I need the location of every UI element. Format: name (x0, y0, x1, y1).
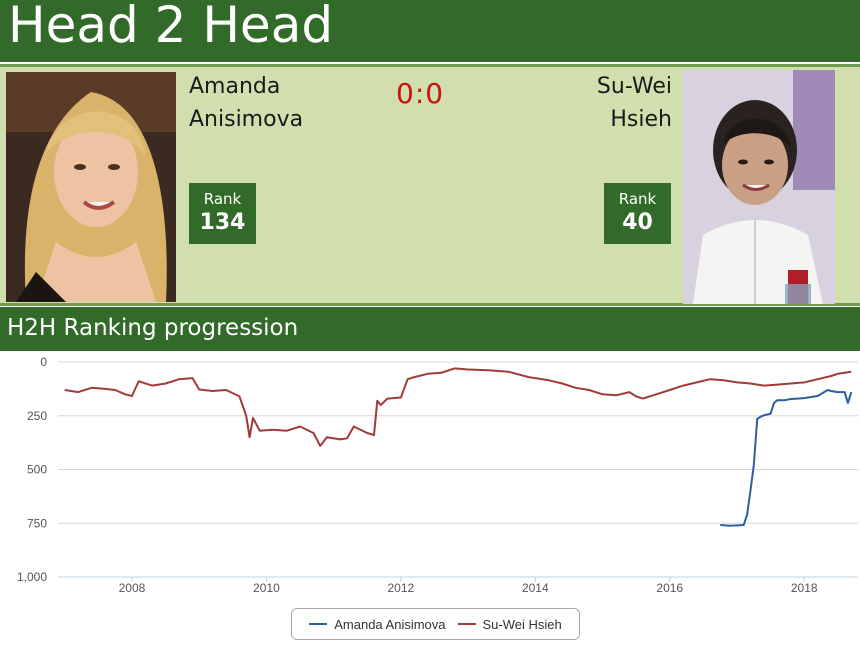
chart-legend: Amanda Anisimova Su-Wei Hsieh (291, 608, 580, 640)
player-name-left-line2: Anisimova (189, 107, 304, 132)
series-line-anisimova (720, 389, 853, 527)
x-tick-label-1: 2010 (253, 581, 280, 595)
player-photo-left (6, 72, 176, 302)
title-bar: Head 2 Head (0, 0, 860, 62)
x-tick-label-0: 2008 (119, 581, 146, 595)
rank-label-right: Rank (618, 190, 657, 208)
y-tick-label-0: 0 (40, 355, 47, 369)
rank-value-right: 40 (622, 210, 653, 235)
x-tick-label-4: 2016 (656, 581, 683, 595)
rank-value-left: 134 (199, 210, 246, 235)
chart-axes: 0 250 500 750 1,000 2008 2010 2012 2014 2016 2018 (17, 355, 858, 595)
chart-series (64, 367, 853, 527)
page-title: Head 2 Head (8, 0, 334, 54)
series-line-hsieh (64, 367, 852, 447)
chart-gridlines (58, 361, 858, 578)
y-tick-label-1: 250 (27, 409, 47, 423)
player-name-right: Su-Wei Hsieh (597, 70, 672, 136)
player-photo-right (683, 70, 835, 304)
y-tick-label-3: 750 (27, 516, 47, 530)
legend-label-hsieh: Su-Wei Hsieh (482, 616, 562, 632)
x-tick-label-5: 2018 (791, 581, 818, 595)
section-title: H2H Ranking progression (7, 315, 299, 341)
y-tick-label-4: 1,000 (17, 570, 47, 584)
x-tick-label-2: 2012 (388, 581, 415, 595)
player-photo-icon-right (683, 70, 835, 304)
rank-badge-right: Rank 40 (604, 183, 671, 244)
player-name-left-line1: Amanda (189, 74, 281, 99)
legend-item-hsieh[interactable]: Su-Wei Hsieh (457, 616, 562, 632)
legend-swatch-hsieh (457, 623, 476, 625)
player-name-left: Amanda Anisimova (189, 70, 303, 136)
legend-item-anisimova[interactable]: Amanda Anisimova (309, 616, 446, 632)
player-name-right-line1: Su-Wei (596, 74, 672, 99)
player-photo-icon-left (6, 72, 176, 302)
legend-label-anisimova: Amanda Anisimova (334, 616, 446, 632)
rank-badge-left: Rank 134 (189, 183, 256, 244)
y-tick-label-2: 500 (27, 463, 47, 477)
ranking-chart-svg: 0 250 500 750 1,000 2008 2010 2012 2014 2016 2018 (17, 355, 858, 595)
players-panel: Amanda Anisimova 0:0 Su-Wei Hsieh Rank 1… (0, 64, 860, 306)
rank-label-left: Rank (203, 190, 242, 208)
x-tick-label-3: 2014 (522, 581, 549, 595)
player-name-right-line2: Hsieh (610, 107, 672, 132)
h2h-score: 0:0 (396, 77, 445, 110)
legend-swatch-anisimova (309, 623, 328, 625)
ranking-chart: 0 250 500 750 1,000 2008 2010 2012 2014 2016 2018 … (0, 351, 860, 645)
section-header: H2H Ranking progression (0, 307, 860, 351)
